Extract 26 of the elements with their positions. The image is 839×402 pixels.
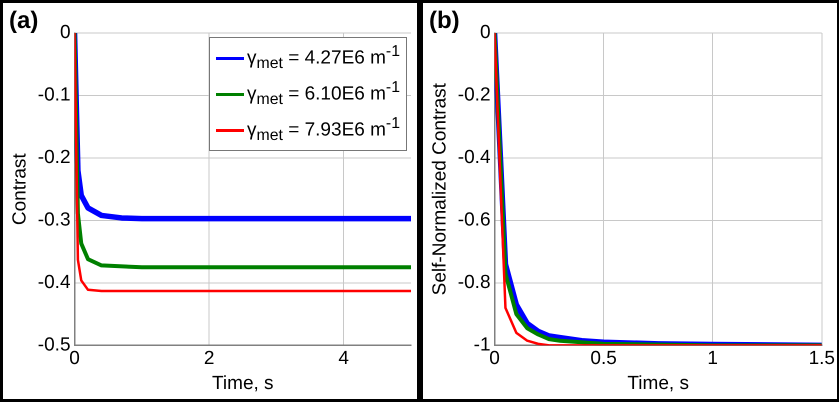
y-tick-label: -0.5 (38, 334, 71, 356)
y-tick-label: -1 (474, 334, 491, 356)
legend-label: γ$_{met}$ = 7.93E6 m$^{-1}$ (247, 114, 400, 146)
x-tick-label: 1.5 (808, 348, 836, 370)
x-tick-label: 4 (338, 348, 350, 370)
x-tick-label: 1 (707, 348, 718, 370)
y-tick-label: -0.3 (38, 210, 71, 231)
legend-label: γ$_{met}$ = 6.10E6 m$^{-1}$ (247, 78, 400, 110)
chart-title: (a) (9, 7, 38, 35)
y-axis-title: Contrast (10, 152, 31, 226)
x-tick-label: 0.5 (590, 348, 617, 370)
x-tick-label: 2 (204, 348, 214, 370)
y-tick-label: -0.2 (38, 147, 71, 168)
y-tick-label: 0 (480, 22, 491, 44)
legend-label: γ$_{met}$ = 4.27E6 m$^{-1}$ (247, 42, 400, 74)
chart-title: (b) (429, 7, 460, 35)
x-axis-title: Time, s (212, 372, 274, 394)
y-tick-label: -0.6 (458, 210, 491, 231)
y-tick-label: -0.4 (38, 272, 71, 294)
y-tick-label: -0.1 (38, 84, 71, 106)
x-axis-title: Time, s (627, 372, 689, 394)
y-tick-label: -0.4 (458, 147, 491, 168)
y-axis-title: Self-Normalized Contrast (430, 82, 451, 296)
y-tick-label: 0 (60, 22, 71, 44)
y-tick-label: -0.8 (458, 272, 491, 294)
y-tick-label: -0.2 (458, 84, 491, 106)
